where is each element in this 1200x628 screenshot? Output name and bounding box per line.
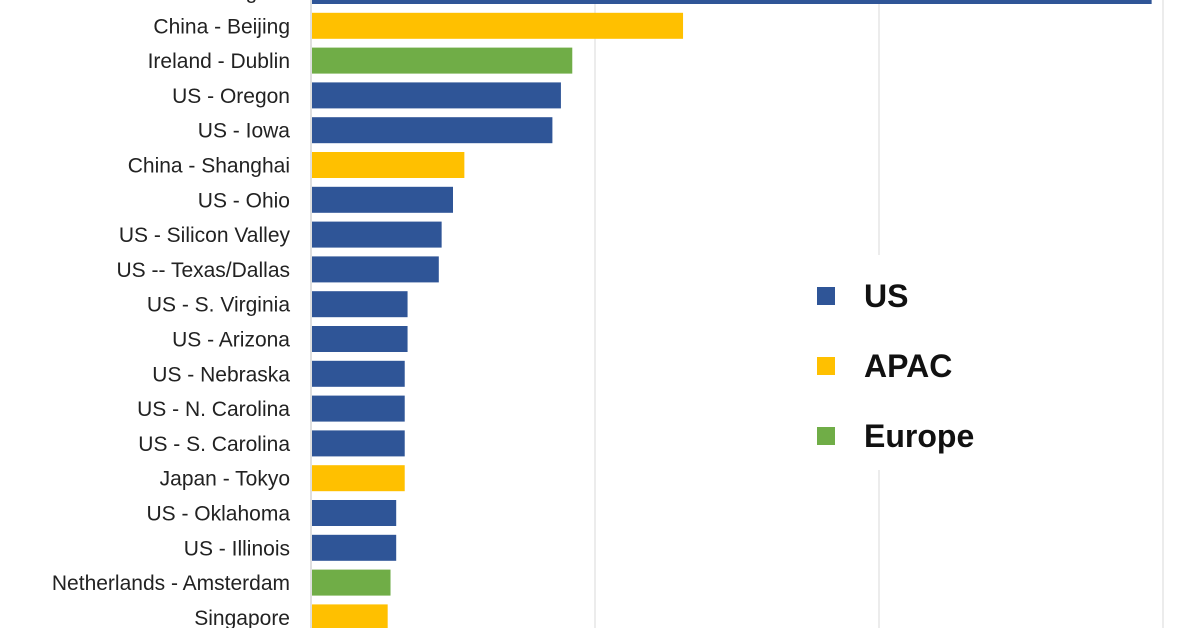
category-label: US - Silicon Valley xyxy=(119,224,291,247)
legend-label: Europe xyxy=(864,418,974,454)
category-label: Ireland - Dublin xyxy=(148,50,290,73)
bars xyxy=(312,0,1152,628)
bar xyxy=(312,534,397,561)
category-labels: US - Virginia China - Beijing Ireland - Du… xyxy=(52,0,291,628)
bar xyxy=(312,569,391,596)
legend-swatch xyxy=(817,427,835,445)
bar xyxy=(312,360,405,387)
legend-background xyxy=(800,255,1020,470)
bar xyxy=(312,291,408,318)
category-label: Netherlands - Amsterdam xyxy=(52,572,290,595)
category-label: US -- Texas/Dallas xyxy=(117,259,291,282)
category-label: US - Illinois xyxy=(184,537,290,560)
bar xyxy=(312,465,405,492)
category-label: US - Iowa xyxy=(198,120,291,143)
bar xyxy=(312,82,561,109)
bar xyxy=(312,256,439,283)
category-label: China - Shanghai xyxy=(128,155,290,178)
category-label: US - Oklahoma xyxy=(146,503,290,526)
bar xyxy=(312,326,408,352)
bar xyxy=(312,221,442,248)
category-label: China - Beijing xyxy=(153,15,290,38)
legend-swatch xyxy=(817,287,835,305)
bar xyxy=(312,0,1152,4)
legend: US APAC Europe xyxy=(817,278,974,454)
bar xyxy=(312,12,684,39)
bar xyxy=(312,47,573,74)
category-label: Singapore xyxy=(194,607,290,628)
category-label: Japan - Tokyo xyxy=(160,468,290,491)
category-label: US - Virginia xyxy=(173,0,291,4)
category-label: US - S. Virginia xyxy=(147,294,290,317)
category-label: US - Nebraska xyxy=(152,363,290,386)
legend-label: APAC xyxy=(864,348,952,384)
legend-swatch xyxy=(817,357,835,375)
category-label: US - S. Carolina xyxy=(138,433,290,456)
category-label: US - Arizona xyxy=(172,329,290,352)
bar xyxy=(312,395,405,422)
bar xyxy=(312,152,465,178)
category-label: US - N. Carolina xyxy=(137,398,290,421)
bar xyxy=(312,186,453,213)
category-label: US - Oregon xyxy=(172,85,290,108)
category-label: US - Ohio xyxy=(198,189,290,212)
bar xyxy=(312,604,388,628)
bar xyxy=(312,430,405,457)
bar xyxy=(312,117,553,144)
legend-label: US xyxy=(864,278,908,314)
bar xyxy=(312,500,397,526)
